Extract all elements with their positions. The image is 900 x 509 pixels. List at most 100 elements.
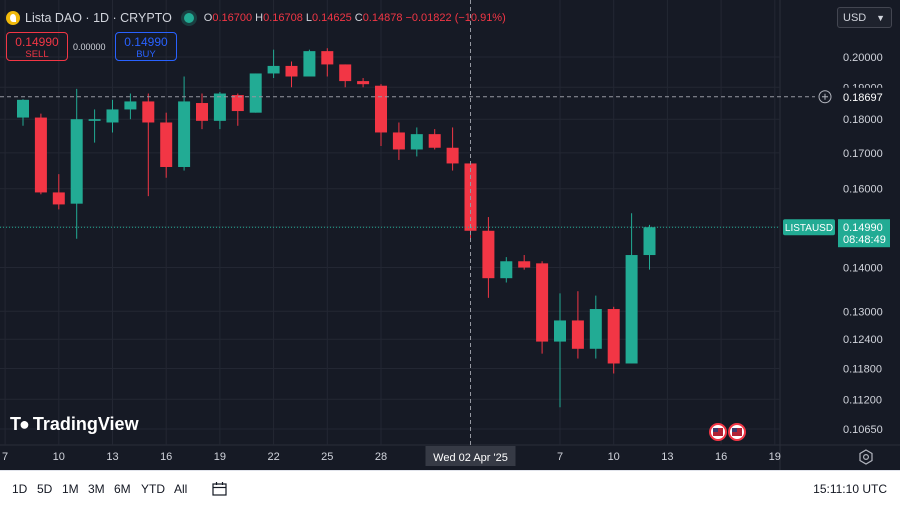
candle[interactable] [500, 257, 513, 283]
tradingview-mark-icon: T● [10, 414, 30, 434]
candle-body [160, 122, 173, 167]
bottom-toolbar: 1D 5D 1M 3M 6M YTD All 15:11:10 UTC [0, 470, 900, 509]
candle-body [375, 85, 387, 133]
candle[interactable] [428, 129, 441, 150]
calendar-range-icon[interactable] [211, 480, 229, 498]
candle[interactable] [607, 306, 620, 374]
crosshair-date-tag [425, 446, 516, 466]
candle[interactable] [643, 224, 656, 270]
y-tick-label: 0.13000 [843, 306, 883, 318]
candle-body [178, 101, 191, 167]
y-tick-label: 0.20000 [843, 52, 883, 64]
ohlc-key: C [354, 12, 363, 24]
candle-body [124, 101, 137, 110]
candle[interactable] [88, 109, 101, 143]
candle-body [536, 263, 549, 342]
candle-body [321, 51, 334, 65]
candle[interactable] [625, 213, 638, 364]
candle[interactable] [518, 255, 531, 270]
x-tick-label: 19 [214, 451, 226, 463]
candle[interactable] [410, 127, 423, 157]
candle-body [554, 320, 566, 342]
candle[interactable] [124, 93, 137, 120]
candle[interactable] [196, 93, 208, 130]
candle[interactable] [249, 73, 262, 113]
spread-value: 0.00000 [73, 42, 106, 52]
timeframe-ytd[interactable]: YTD [141, 482, 165, 496]
ohlc-key: L [305, 12, 312, 24]
candle[interactable] [321, 48, 334, 77]
add-alert-circle [818, 90, 832, 104]
candle-body [231, 95, 244, 112]
candle[interactable] [589, 295, 602, 359]
buy-button[interactable]: 0.14990 BUY [115, 32, 177, 61]
candle[interactable] [142, 93, 155, 197]
symbol-title[interactable]: Lista DAO · 1D · CRYPTO [25, 11, 172, 25]
crosshair-price-tag [836, 87, 892, 106]
candle[interactable] [339, 64, 352, 88]
timeframe-3m[interactable]: 3M [88, 482, 105, 496]
timeframe-1m[interactable]: 1M [62, 482, 79, 496]
symbol-tag-label: LISTAUSD [785, 223, 833, 234]
us-event-flag-icon[interactable] [728, 423, 746, 441]
market-status-icon[interactable] [183, 13, 194, 23]
x-tick-label: 16 [160, 451, 172, 463]
ohlc-value: 0.14625 [311, 12, 352, 24]
candle[interactable] [303, 49, 316, 77]
add-alert-icon[interactable] [818, 90, 832, 104]
candle-body [285, 65, 298, 77]
candle[interactable] [178, 76, 191, 171]
candle[interactable] [571, 291, 584, 359]
y-tick-label: 0.10650 [843, 424, 883, 436]
timeframe-5d[interactable]: 5D [37, 482, 53, 496]
candle-body [249, 73, 262, 113]
candle[interactable] [52, 174, 65, 210]
ohlc-value: 0.16700 [212, 12, 253, 24]
x-tick-label: 10 [53, 451, 65, 463]
candle[interactable] [106, 99, 119, 133]
tradingview-logo: T● TradingView [10, 414, 139, 435]
candle[interactable] [392, 122, 405, 160]
candle-body [571, 320, 584, 349]
candle[interactable] [446, 127, 459, 171]
y-tick-label: 0.14000 [843, 263, 883, 275]
candle[interactable] [482, 217, 495, 298]
clock-time[interactable]: 15:11:10 UTC [813, 482, 887, 496]
chevron-down-icon: ▼ [876, 13, 885, 23]
candle-body [607, 309, 620, 364]
sell-button[interactable]: 0.14990 SELL [6, 32, 68, 61]
settings-icon[interactable] [858, 449, 874, 465]
candle[interactable] [285, 61, 298, 88]
candle[interactable] [160, 112, 173, 178]
lista-logo-icon [6, 11, 20, 25]
candle-body [428, 134, 441, 148]
candle-body [446, 147, 459, 164]
ohlc-key: O [203, 12, 213, 24]
x-tick-label: 25 [321, 451, 333, 463]
candle[interactable] [70, 88, 83, 239]
candle[interactable] [375, 84, 387, 147]
chart-area[interactable]: 0.200000.190000.180000.170000.160000.150… [0, 0, 900, 470]
candle[interactable] [536, 261, 549, 354]
candle[interactable] [554, 293, 566, 408]
timeframe-1d[interactable]: 1D [12, 482, 28, 496]
currency-select[interactable]: USD ▼ [837, 7, 892, 28]
timeframe-6m[interactable]: 6M [114, 482, 131, 496]
ohlc-value: 0.14878 [362, 12, 403, 24]
candle[interactable] [34, 113, 47, 195]
candle-body [357, 81, 370, 85]
flag-canton [732, 428, 737, 432]
ohlc-key: H [255, 12, 264, 24]
us-event-flag-icon[interactable] [709, 423, 727, 441]
x-tick-label: 16 [715, 451, 727, 463]
symbol-header: Lista DAO · 1D · CRYPTO O0.16700 H0.16708… [6, 8, 509, 28]
candle[interactable] [357, 78, 370, 88]
candle[interactable] [213, 91, 226, 130]
sell-price: 0.14990 [15, 35, 59, 49]
candle-body [339, 64, 352, 82]
candlestick-chart[interactable]: 0.200000.190000.180000.170000.160000.150… [0, 0, 900, 470]
timeframe-all[interactable]: All [174, 482, 188, 496]
candle[interactable] [17, 99, 29, 126]
candle[interactable] [231, 93, 244, 126]
candle[interactable] [267, 49, 280, 79]
